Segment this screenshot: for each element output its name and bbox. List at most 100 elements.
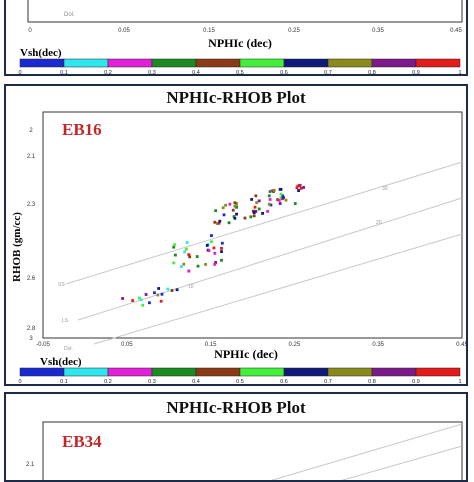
eb16-colorbar-segment: [63, 367, 109, 377]
top-colorbar-tick: 1: [458, 70, 461, 76]
eb16-data-point: [235, 205, 238, 209]
eb16-data-point: [261, 211, 264, 215]
top-x-tick-label: 0.15: [203, 28, 215, 34]
eb16-data-point: [299, 187, 303, 190]
top-plot-frame: [27, 0, 463, 23]
eb16-data-point: [279, 187, 283, 191]
eb16-data-point: [302, 186, 306, 189]
eb16-well-label: EB16: [62, 120, 102, 139]
eb16-data-point: [185, 241, 189, 244]
eb16-data-point: [277, 199, 281, 202]
eb16-data-point: [187, 269, 191, 273]
eb16-data-point: [269, 203, 273, 207]
eb16-data-point: [148, 301, 151, 305]
eb16-data-point: [284, 198, 288, 202]
eb16-data-point: [279, 192, 283, 196]
eb16-colorbar-tick: 0.6: [280, 379, 288, 384]
eb16-y-tick-label: 2.8: [27, 326, 36, 332]
eb16-data-point: [157, 287, 161, 290]
eb16-colorbar-tick: 0.9: [412, 379, 420, 384]
eb16-data-point: [268, 198, 272, 201]
eb16-data-point: [295, 186, 299, 190]
eb16-y-tick-label: 2.1: [27, 154, 36, 160]
eb16-colorbar-tick: 0.4: [192, 379, 200, 384]
eb16-scatter-points: [121, 183, 306, 307]
top-colorbar-label: Vsh(dec): [20, 47, 62, 59]
eb16-colorbar-tick: 0.5: [236, 379, 244, 384]
eb16-data-point: [141, 303, 145, 307]
eb16-data-point: [182, 262, 186, 266]
eb34-lithology-line-1: [270, 423, 463, 480]
top-x-tick-label: 0.25: [288, 28, 300, 34]
eb16-data-point: [196, 264, 200, 268]
eb16-data-point: [153, 291, 156, 295]
eb16-data-point: [252, 214, 256, 218]
eb16-line-label: Dol.: [64, 346, 73, 352]
eb16-data-point: [159, 299, 163, 303]
eb16-data-point: [184, 247, 188, 251]
eb16-data-point: [298, 184, 301, 187]
eb16-x-tick-label: -0.05: [36, 342, 50, 348]
eb16-colorbar-segment: [19, 367, 65, 377]
top-crossplot-panel: Dol. 0 0.05 0.15 0.25 0.35 0.45 NPHIc (dec) V…: [4, 0, 468, 76]
eb16-data-point: [282, 196, 285, 199]
eb16-colorbar-tick: 1: [458, 379, 461, 384]
eb34-panel-title: NPHIc-RHOB Plot: [166, 398, 306, 417]
eb16-colorbar-segment: [415, 367, 461, 377]
eb16-porosity-label: 10: [188, 284, 194, 290]
eb34-y-tick-2-1: 2.1: [26, 462, 35, 468]
top-colorbar-tick: 0.4: [192, 70, 200, 76]
eb16-data-point: [257, 199, 261, 203]
top-colorbar-segment: [283, 58, 329, 68]
eb16-x-tick-label: 0.35: [372, 342, 384, 348]
top-x-tick-label: 0.35: [372, 28, 384, 34]
eb16-data-point: [228, 202, 232, 206]
top-colorbar-tick: 0.7: [324, 70, 332, 76]
eb16-data-point: [267, 194, 271, 198]
eb16-data-point: [296, 184, 300, 188]
eb16-data-point: [220, 241, 224, 245]
eb16-data-point: [144, 293, 148, 296]
eb16-data-point: [257, 207, 261, 211]
eb16-data-point: [183, 250, 187, 254]
eb16-colorbar-tick: 0.2: [104, 379, 112, 384]
eb16-data-point: [253, 205, 257, 209]
eb16-lithology-lines: SS LS Dol. 30 20 10: [58, 161, 463, 352]
eb16-data-point: [217, 221, 221, 225]
eb16-x-tick-label: 0.05: [121, 342, 133, 348]
eb16-line-label: LS: [62, 318, 69, 324]
eb16-data-point: [224, 203, 228, 207]
eb16-data-point: [232, 215, 236, 218]
top-colorbar-tick: 0.5: [236, 70, 244, 76]
eb34-well-label: EB34: [62, 432, 102, 451]
eb16-data-point: [222, 213, 226, 217]
eb16-colorbar-tick: 0.1: [60, 379, 68, 384]
top-colorbar-tick: 0.9: [412, 70, 420, 76]
top-x-tick-label: 0: [28, 28, 32, 34]
eb16-data-point: [254, 210, 258, 213]
eb16-data-point: [213, 220, 217, 224]
eb16-data-point: [175, 288, 179, 292]
top-colorbar-segment: [415, 58, 461, 68]
eb16-lithology-line: [65, 161, 463, 285]
eb16-data-point: [235, 202, 238, 205]
eb16-data-point: [252, 211, 256, 215]
top-colorbar-segment: [19, 58, 65, 68]
top-x-tick-label: 0.45: [450, 28, 462, 34]
eb16-y-tick-label: 2: [29, 128, 33, 134]
eb16-lithology-line: [93, 233, 463, 345]
eb16-colorbar-tick: 0.7: [324, 379, 332, 384]
eb16-data-point: [214, 209, 218, 213]
eb16-data-point: [276, 198, 280, 202]
top-colorbar-segment: [371, 58, 417, 68]
eb16-y-tick-labels: 2 2.1 2.3 2.6 2.8 3: [27, 128, 36, 342]
eb16-data-point: [233, 216, 237, 220]
top-colorbar-tick: 0.3: [148, 70, 156, 76]
eb16-colorbar-tick: 0: [18, 379, 21, 384]
eb16-data-point: [267, 202, 271, 206]
eb16-data-point: [231, 208, 235, 212]
eb16-colorbar-segment: [107, 367, 153, 377]
eb16-data-point: [233, 204, 237, 208]
eb16-line-label: SS: [58, 282, 65, 288]
